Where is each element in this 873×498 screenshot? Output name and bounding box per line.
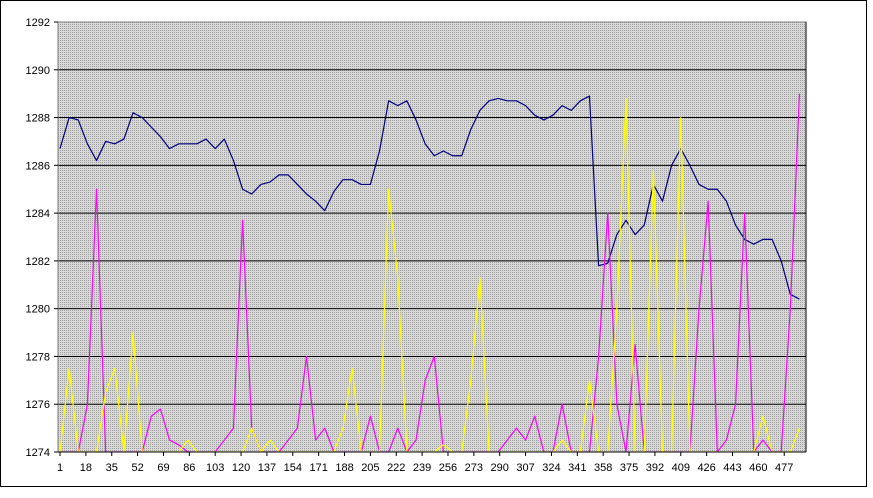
- y-tick-label: 1292: [26, 17, 50, 29]
- x-tick-label: 324: [542, 462, 560, 474]
- x-tick-label: 375: [620, 462, 638, 474]
- x-tick-label: 120: [232, 462, 250, 474]
- plot-area: [58, 22, 806, 452]
- x-tick-label: 1: [57, 462, 63, 474]
- x-tick-label: 188: [335, 462, 353, 474]
- x-tick-label: 35: [106, 462, 118, 474]
- x-tick-label: 69: [157, 462, 169, 474]
- y-tick-label: 1280: [26, 304, 50, 316]
- y-tick-label: 1274: [26, 447, 50, 459]
- x-tick-label: 52: [131, 462, 143, 474]
- x-tick-label: 256: [439, 462, 457, 474]
- x-tick-label: 239: [413, 462, 431, 474]
- x-tick-label: 426: [697, 462, 715, 474]
- x-tick-label: 477: [775, 462, 793, 474]
- x-tick-label: 222: [387, 462, 405, 474]
- y-tick-label: 1276: [26, 399, 50, 411]
- x-tick-label: 392: [646, 462, 664, 474]
- x-tick-label: 171: [309, 462, 327, 474]
- y-tick-label: 1278: [26, 351, 50, 363]
- x-tick-label: 358: [594, 462, 612, 474]
- x-tick-label: 205: [361, 462, 379, 474]
- x-tick-label: 273: [465, 462, 483, 474]
- y-tick-label: 1282: [26, 256, 50, 268]
- x-tick-label: 460: [749, 462, 767, 474]
- x-tick-label: 409: [672, 462, 690, 474]
- x-tick-label: 443: [723, 462, 741, 474]
- y-tick-label: 1288: [26, 113, 50, 125]
- x-tick-label: 154: [284, 462, 302, 474]
- x-tick-label: 103: [206, 462, 224, 474]
- y-tick-label: 1284: [26, 208, 50, 220]
- series-line: [60, 93, 801, 452]
- x-tick-label: 86: [183, 462, 195, 474]
- x-tick-label: 341: [568, 462, 586, 474]
- x-tick-label: 137: [258, 462, 276, 474]
- series-line: [59, 95, 800, 300]
- y-tick-label: 1290: [26, 65, 50, 77]
- x-tick-label: 307: [516, 462, 534, 474]
- x-tick-label: 18: [80, 462, 92, 474]
- y-tick-label: 1286: [26, 160, 50, 172]
- x-tick-label: 290: [491, 462, 509, 474]
- series-line: [59, 97, 801, 452]
